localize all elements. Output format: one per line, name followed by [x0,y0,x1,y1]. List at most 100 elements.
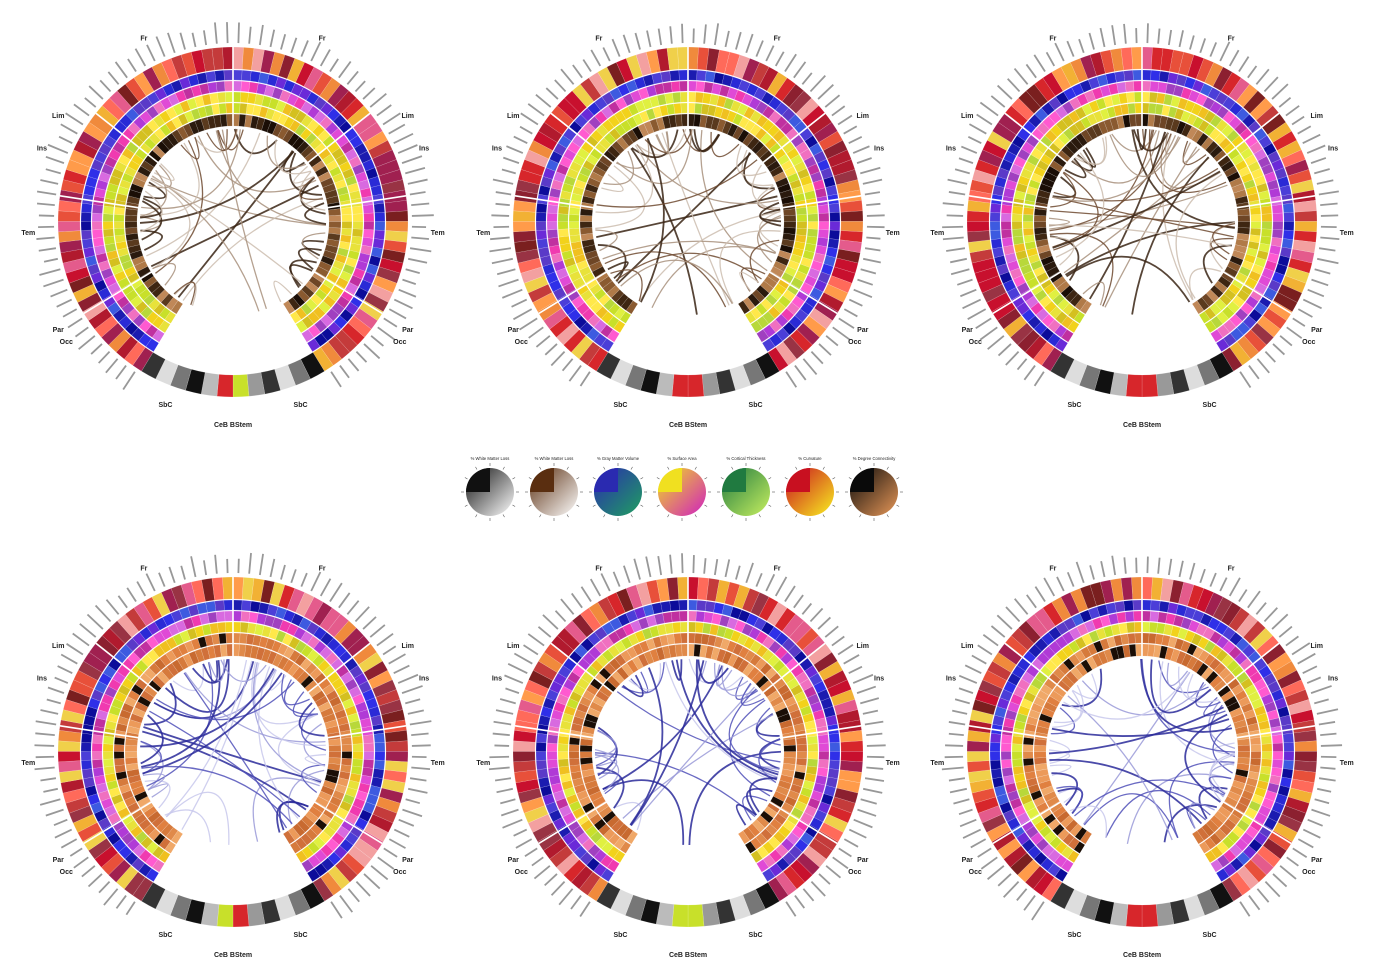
ring-region-color-cell [1204,592,1224,617]
ring-region-color-cell [813,121,838,143]
ring-white-matter-cell [1038,249,1053,261]
region-label [79,623,97,638]
subcortical-cell [1068,333,1085,349]
ring-region-color-cell [831,796,856,814]
ring-degree-cell [165,826,179,841]
connection-chord [594,753,620,793]
ring-thickness-cell [1054,854,1068,868]
ring-volume-cell [1047,818,1061,831]
ring-region-color-cell [982,139,1007,160]
region-label [125,901,136,916]
region-label [1005,606,1021,623]
ring-region-color-cell [838,769,863,784]
subcortical-cell [1209,352,1234,380]
ring-volume-cell [300,832,313,846]
connection-chord [149,710,301,818]
region-label [793,594,804,609]
ring-thickness-cell [362,204,374,214]
ring-white-matter-cell [775,255,790,267]
ring-surface-area-cell [358,150,372,164]
ring-thickness-cell [1048,640,1062,655]
region-label [47,143,69,154]
region-label [1318,721,1336,726]
ring-curvature-cell [1061,114,1075,128]
region-label [190,556,197,578]
ring-region-color-cell [1018,90,1042,114]
ring-region-color-cell [1236,865,1260,890]
ring-region-color-cell [385,221,409,233]
ring-white-matter-cell [152,145,166,159]
ring-curvature-cell [1251,263,1265,276]
ring-thickness-cell [1272,751,1284,761]
ring-curvature-cell [1163,623,1174,636]
ring-surface-area-cell [1105,602,1117,615]
connection-chord [1048,706,1224,755]
connection-chord [1063,157,1210,274]
ring-region-color-cell [838,189,862,204]
ring-surface-area-cell [804,135,819,149]
ring-region-color-cell [538,121,563,143]
region-label [542,614,559,630]
ring-curvature-cell [804,772,817,783]
subcortical-cell [279,869,296,884]
ring-region-color-cell [60,709,85,725]
ring-volume-cell [777,153,790,166]
subcortical-cell [698,339,712,352]
region-label [1209,572,1217,587]
ring-thickness-cell [1210,329,1224,343]
subcortical-cell [1116,350,1131,363]
ring-curvature-cell [335,276,349,289]
ring-volume-cell [1161,104,1171,117]
ring-volume-cell [165,119,178,133]
ring-degree-cell [780,725,795,735]
ring-surface-area-cell [162,613,176,627]
ring-volume-cell [190,108,201,121]
ring-volume-cell [1093,640,1104,653]
ring-thickness-cell [546,221,558,231]
ring-curvature-cell [782,819,796,832]
ring-volume-cell [608,832,621,846]
ring-curvature-cell [1095,627,1107,641]
ring-volume-cell [218,633,227,645]
ring-thickness-cell [818,221,830,231]
lobe-label-occ: Occ [848,339,861,346]
ring-volume-cell [294,653,307,667]
ring-curvature-cell [1011,743,1023,752]
region-label [1302,298,1322,310]
ring-thickness-cell [1229,843,1243,858]
ring-curvature-cell [1013,190,1026,201]
ring-surface-area-cell [557,824,571,838]
ring-degree-cell [737,659,750,674]
ring-volume-cell [573,783,587,794]
ring-white-matter-cell [586,255,601,267]
ring-region-color-cell [1120,47,1133,71]
ring-surface-area-cell [823,176,836,188]
ring-volume-cell [1204,307,1217,320]
ring-surface-area-cell [1011,665,1026,679]
legend-tick [566,514,569,518]
ring-curvature-cell [1020,168,1033,180]
region-label [852,145,870,154]
region-label [1320,744,1343,747]
region-label [1005,351,1020,366]
ring-curvature-cell [281,633,294,646]
region-label [501,168,516,175]
subcortical-cell [175,859,191,874]
subcortical-cell [610,358,634,386]
ring-curvature-cell [1260,758,1273,768]
region-label [958,687,974,694]
ring-region-color-cell [125,77,147,102]
subcortical-cell [699,350,714,363]
ring-surface-area-cell [350,824,364,838]
ring-surface-area-cell [1199,613,1213,627]
ring-surface-area-cell [205,70,217,83]
ring-curvature-cell [338,161,352,173]
region-label [864,720,884,726]
subcortical-cell [1141,882,1156,894]
connection-chord [715,664,733,687]
region-label [971,654,987,665]
lobe-separator [968,725,1049,739]
ring-degree-cell [124,757,138,765]
region-label [409,247,432,253]
